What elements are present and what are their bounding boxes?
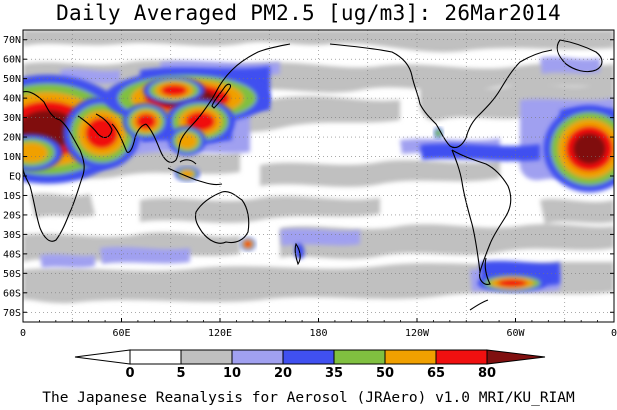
- hotspot-arabian-peninsula: [63, 96, 141, 170]
- colorbar-min-arrow: [74, 349, 131, 365]
- colorbar-segment: [435, 349, 488, 365]
- pm25-field: [23, 30, 614, 304]
- hotspot-west-africa: [23, 134, 63, 172]
- coastlines: [23, 39, 603, 311]
- lon-label: 180: [309, 328, 327, 339]
- coast-indonesia: [167, 159, 223, 186]
- lon-label: 0: [611, 328, 617, 339]
- colorbar-label: 50: [376, 366, 394, 381]
- lat-label: 20N: [3, 133, 21, 144]
- hotspot-level: [244, 241, 252, 248]
- hotspot-south-australia: [240, 237, 256, 251]
- lat-label: 40S: [3, 249, 21, 260]
- lat-label: 30S: [3, 230, 21, 241]
- colorbar-segment: [384, 349, 437, 365]
- hotspot-level: [23, 142, 48, 163]
- lat-label: 50N: [3, 74, 21, 85]
- hotspot-level: [136, 113, 156, 130]
- colorbar-label: 0: [125, 366, 134, 381]
- lon-label: 0: [20, 328, 26, 339]
- colorbar-label: 65: [427, 366, 445, 381]
- coast-southeast-asia: [145, 91, 217, 163]
- lon-label: 120W: [405, 328, 430, 339]
- hotspot-gobi: [143, 76, 205, 105]
- colorbar-segment: [129, 349, 182, 365]
- lat-label: 60S: [3, 288, 21, 299]
- hotspot-level: [572, 133, 606, 165]
- graticule: [23, 30, 614, 322]
- lat-label: 70N: [3, 35, 21, 46]
- hotspot-level: [160, 84, 188, 97]
- hotspot-level: [497, 279, 527, 287]
- coast-australia: [194, 191, 250, 244]
- hotspot-southeast-asia: [168, 126, 206, 156]
- hotspot-level: [185, 111, 216, 132]
- footer-credit: The Japanese Reanalysis for Aerosol (JRA…: [42, 390, 575, 406]
- colorbar-label: 20: [274, 366, 292, 381]
- coast-india: [111, 123, 147, 153]
- lat-label: 60N: [3, 55, 21, 66]
- colorbar-segment: [282, 349, 335, 365]
- colorbar-segment: [231, 349, 284, 365]
- hotspot-south-china: [165, 98, 236, 145]
- lat-label: 10N: [3, 152, 21, 163]
- colorbar-segment: [180, 349, 233, 365]
- coast-antarctic-peninsula: [469, 299, 489, 311]
- coast-greenland: [556, 39, 603, 73]
- coast-europe-africa: [23, 91, 85, 242]
- colorbar-label: 10: [223, 366, 241, 381]
- colorbar-label: 35: [325, 366, 343, 381]
- hotspot-india-pakistan: [122, 103, 170, 140]
- coast-south-america: [451, 149, 512, 285]
- hotspot-patagonia-plume: [477, 273, 547, 293]
- lon-label: 60W: [506, 328, 525, 339]
- lat-label: 20S: [3, 210, 21, 221]
- coast-east-asia: [215, 43, 291, 93]
- colorbar-segment: [333, 349, 386, 365]
- axis-ticks: 70N 60N 50N 40N 30N 20N 10N EQ 10S 20S 30S 40S 50S 60…: [3, 35, 617, 339]
- colorbar-label: 5: [176, 366, 185, 381]
- lat-label: 30N: [3, 113, 21, 124]
- coast-north-america: [329, 43, 553, 149]
- hotspot-level: [85, 117, 119, 149]
- hotspot-level: [180, 170, 194, 178]
- lon-label: 60E: [112, 328, 130, 339]
- map-title: Daily Averaged PM2.5 [ug/m3]: 26Mar2014: [56, 1, 561, 25]
- lat-label: 40N: [3, 94, 21, 105]
- lat-label: 50S: [3, 269, 21, 280]
- coast-new-zealand: [294, 242, 301, 266]
- coast-arabia: [77, 113, 113, 139]
- colorbar-max-arrow: [486, 349, 546, 365]
- lat-label: EQ: [9, 172, 21, 183]
- colorbar: 0 5 10 20 35 50 65 80: [74, 349, 546, 381]
- colorbar-label: 80: [478, 366, 496, 381]
- hotspot-sumatra: [174, 166, 200, 182]
- hotspot-gulf-of-guinea-plume: [543, 105, 614, 193]
- lat-label: 10S: [3, 191, 21, 202]
- lat-label: 70S: [3, 308, 21, 319]
- lon-label: 120E: [208, 328, 232, 339]
- coast-japan: [211, 83, 232, 109]
